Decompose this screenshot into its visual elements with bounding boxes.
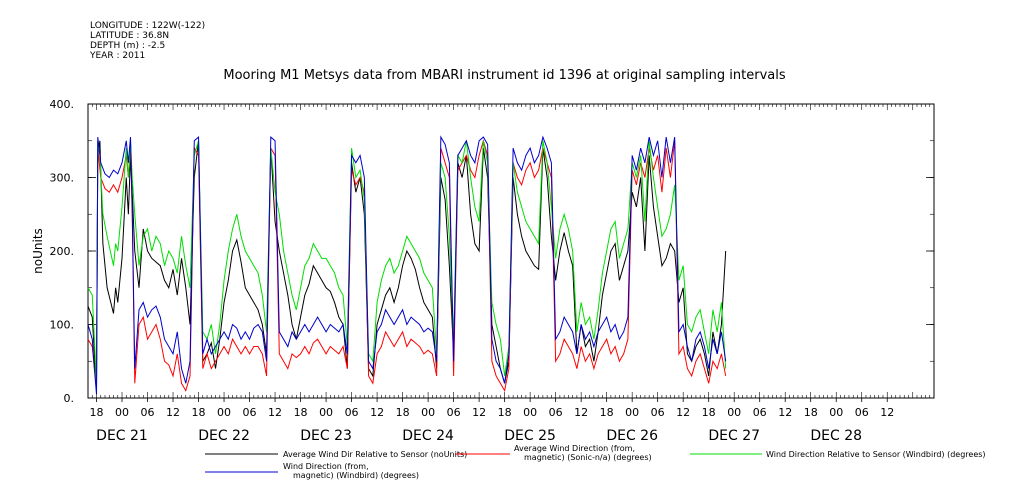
hour-tick-label: 06 (651, 406, 665, 419)
hour-tick-label: 00 (421, 406, 435, 419)
y-axis-label: noUnits (31, 228, 45, 274)
hour-tick-label: 18 (498, 406, 512, 419)
y-tick-label: 200. (50, 245, 75, 258)
day-label: DEC 23 (300, 428, 352, 444)
hour-tick-label: 06 (753, 406, 767, 419)
day-label: DEC 22 (198, 428, 250, 444)
series-line-red (87, 138, 727, 393)
hour-tick-label: 06 (855, 406, 869, 419)
hour-tick-label: 00 (829, 406, 843, 419)
legend-entry: Wind Direction Relative to Sensor (Windb… (766, 450, 986, 459)
latitude-label: LATITUDE : 36.8N (90, 31, 170, 41)
hour-tick-label: 06 (345, 406, 359, 419)
hour-tick-label: 06 (549, 406, 563, 419)
hour-tick-label: 12 (370, 406, 384, 419)
day-label: DEC 25 (504, 428, 556, 444)
hour-tick-label: 12 (778, 406, 792, 419)
hour-tick-label: 12 (676, 406, 690, 419)
longitude-label: LONGITUDE : 122W(-122) (90, 21, 206, 31)
series-line-blue (87, 135, 727, 395)
hour-tick-label: 06 (243, 406, 257, 419)
legend-entry: Average Wind Direction (from, magnetic) (… (514, 444, 652, 462)
hour-tick-label: 12 (574, 406, 588, 419)
day-label: DEC 24 (402, 428, 454, 444)
hour-tick-label: 18 (702, 406, 716, 419)
hour-tick-label: 12 (472, 406, 486, 419)
y-tick-label: 300. (50, 172, 75, 185)
legend-entry: Wind Direction (from, magnetic) (Windbird… (283, 462, 419, 480)
hour-tick-label: 00 (523, 406, 537, 419)
legend-entry: Average Wind Dir Relative to Sensor (noU… (283, 450, 467, 459)
year-label: YEAR : 2011 (90, 51, 146, 61)
hour-tick-label: 00 (319, 406, 333, 419)
hour-tick-label: 18 (90, 406, 104, 419)
hour-tick-label: 18 (192, 406, 206, 419)
day-label: DEC 26 (606, 428, 658, 444)
hour-tick-label: 12 (268, 406, 282, 419)
hour-tick-label: 18 (804, 406, 818, 419)
y-tick-label: 100. (50, 319, 75, 332)
hour-tick-label: 18 (600, 406, 614, 419)
series-line-black (87, 140, 727, 391)
y-tick-label: 0. (64, 392, 75, 405)
hour-tick-label: 00 (727, 406, 741, 419)
hour-tick-label: 00 (217, 406, 231, 419)
depth-label: DEPTH (m) : -2.5 (90, 41, 166, 51)
hour-tick-label: 12 (880, 406, 894, 419)
hour-tick-label: 18 (294, 406, 308, 419)
day-label: DEC 21 (96, 428, 148, 444)
metadata-block: LONGITUDE : 122W(-122) LATITUDE : 36.8N DE… (90, 21, 205, 61)
hour-tick-label: 18 (396, 406, 410, 419)
hour-tick-label: 06 (141, 406, 155, 419)
day-label: DEC 28 (810, 428, 862, 444)
hour-tick-label: 06 (447, 406, 461, 419)
day-label: DEC 27 (708, 428, 760, 444)
chart-title: Mooring M1 Metsys data from MBARI instru… (223, 68, 786, 83)
hour-tick-label: 12 (166, 406, 180, 419)
y-tick-label: 400. (50, 98, 75, 111)
hour-tick-label: 00 (625, 406, 639, 419)
hour-tick-label: 00 (115, 406, 129, 419)
series-line-green (87, 140, 727, 384)
